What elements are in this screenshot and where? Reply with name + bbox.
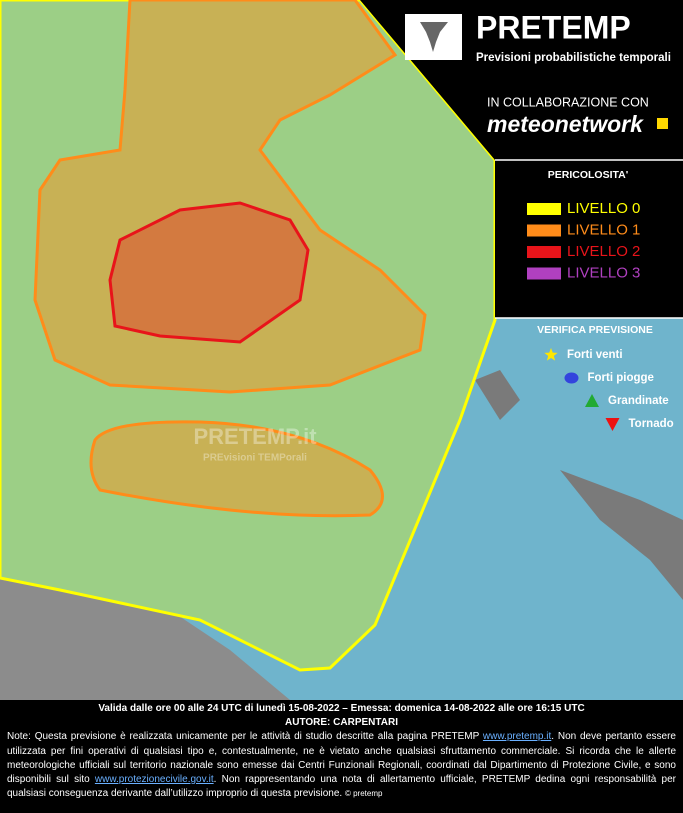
partner-name: meteonetwork xyxy=(487,111,644,137)
note-text: . Non deve pertanto essere utilizzata pe… xyxy=(7,731,676,786)
forecast-map: PRETEMP.it PREvisioni TEMPorali PRETEMP … xyxy=(0,0,683,700)
note-link[interactable]: www.pretemp.it xyxy=(482,731,552,743)
legend-label: LIVELLO 1 xyxy=(567,221,640,238)
africa-land xyxy=(0,570,290,700)
legend-label: LIVELLO 3 xyxy=(567,264,640,281)
legend-label: LIVELLO 0 xyxy=(567,200,640,217)
tornado-icon xyxy=(420,22,448,52)
partner-label: IN COLLABORAZIONE CON xyxy=(487,95,649,109)
footer: Valida dalle ore 00 alle 24 UTC di luned… xyxy=(0,700,683,813)
legend-title: PERICOLOSITA' xyxy=(548,169,628,181)
legend-swatch xyxy=(527,267,561,280)
rain-symbol xyxy=(564,372,579,384)
balkan-land xyxy=(475,370,520,420)
legend-swatch xyxy=(527,246,561,258)
author: AUTORE: CARPENTARI xyxy=(285,717,398,729)
tornado-symbol xyxy=(605,418,620,431)
note-text: Note: Questa previsione è realizzata uni… xyxy=(7,731,483,743)
subtitle: Previsioni probabilistiche temporali xyxy=(476,52,671,64)
wind-symbol xyxy=(544,348,558,361)
note: Note: Questa previsione è realizzata uni… xyxy=(7,730,676,801)
verification-title: VERIFICA PREVISIONE xyxy=(537,324,653,336)
hail-symbol xyxy=(585,394,599,407)
note-text: . Non rappresentando una nota di allerta… xyxy=(7,774,676,800)
verification-label: Forti venti xyxy=(567,349,623,361)
greece-land xyxy=(560,470,683,600)
watermark-title: PRETEMP.it xyxy=(193,424,317,449)
legend-swatch xyxy=(527,224,561,237)
copyright: © pretemp xyxy=(344,789,383,799)
watermark-subtitle: PREvisioni TEMPorali xyxy=(203,453,307,464)
validity: Valida dalle ore 00 alle 24 UTC di luned… xyxy=(98,703,585,714)
info-panel xyxy=(360,0,683,318)
legend-swatch xyxy=(527,203,561,215)
partner-square xyxy=(657,118,668,129)
verification-label: Forti piogge xyxy=(588,372,654,384)
title: PRETEMP xyxy=(476,9,631,45)
note-link[interactable]: www.protezionecivile.gov.it xyxy=(94,774,214,786)
verification-label: Tornado xyxy=(629,418,674,430)
level-2-area xyxy=(108,201,310,344)
level-1-area xyxy=(33,0,427,394)
level-1-area-south xyxy=(89,420,384,518)
legend-label: LIVELLO 2 xyxy=(567,243,640,260)
verification-label: Grandinate xyxy=(608,395,669,407)
